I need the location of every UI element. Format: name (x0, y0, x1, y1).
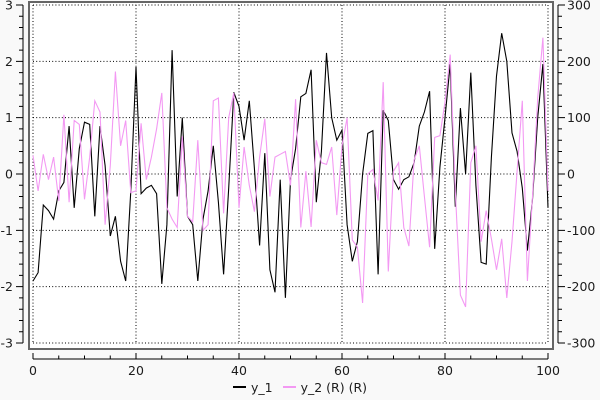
y-right-tick-label: 0 (567, 167, 575, 182)
legend-label-y1: y_1 (250, 379, 273, 395)
legend-item-y2: y_2 (R) (R) (282, 379, 368, 395)
y-left-tick-label: -1 (1, 223, 13, 238)
y-right-tick-label: -200 (567, 279, 595, 294)
y-right-tick-label: 100 (567, 110, 591, 125)
x-axis (32, 353, 549, 360)
legend-line-swatch-y2 (282, 386, 296, 388)
y-right-tick-label: -300 (567, 336, 595, 351)
y-left-tick-label: -3 (1, 336, 13, 351)
y-right-axis (557, 4, 565, 344)
y-left-tick-label: 1 (5, 110, 13, 125)
x-axis-tick-label: 100 (536, 363, 560, 378)
x-axis-tick-label: 0 (29, 363, 37, 378)
y-left-tick-label: 0 (5, 167, 13, 182)
legend-label-y2: y_2 (R) (R) (300, 379, 368, 395)
y-right-tick-label: 200 (567, 54, 591, 69)
legend-line-swatch-y1 (232, 386, 246, 388)
legend: y_1 y_2 (R) (R) (0, 379, 600, 395)
y-right-tick-label: -100 (567, 223, 595, 238)
series-line-y_2 (32, 37, 549, 308)
x-axis-tick-label: 80 (437, 363, 453, 378)
grid (32, 4, 549, 344)
y-right-tick-label: 300 (567, 0, 591, 13)
y-left-tick-label: 2 (5, 54, 13, 69)
y-left-tick-label: -2 (1, 279, 13, 294)
y-left-axis (16, 4, 24, 344)
legend-item-y1: y_1 (232, 379, 273, 395)
x-axis-tick-label: 20 (128, 363, 144, 378)
x-axis-tick-label: 40 (231, 363, 247, 378)
y-left-tick-label: 3 (5, 0, 13, 13)
x-axis-tick-label: 60 (334, 363, 350, 378)
